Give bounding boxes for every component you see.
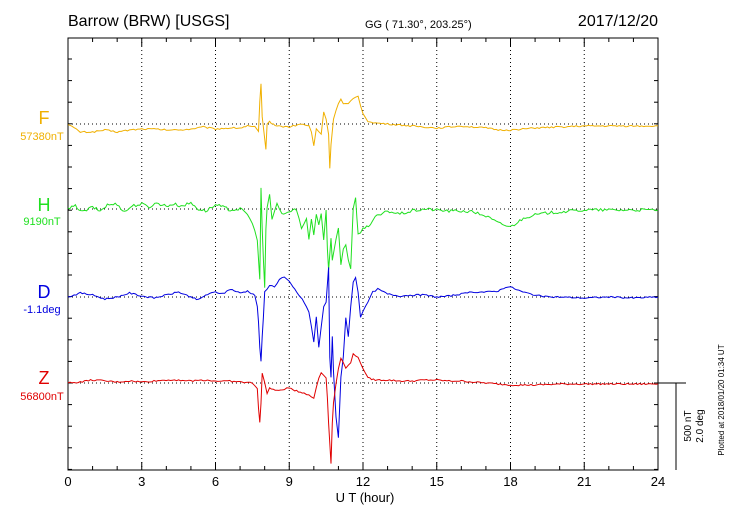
x-tick-label: 3 <box>138 474 145 489</box>
x-tick-label: 18 <box>503 474 517 489</box>
series-name-z: Z <box>39 368 50 388</box>
coordinates-title: GG ( 71.30°, 203.25°) <box>365 19 472 31</box>
grid <box>68 38 658 470</box>
scale-bar: 500 nT 2.0 deg <box>658 382 706 470</box>
x-tick-label: 0 <box>64 474 71 489</box>
series-name-d: D <box>38 282 51 302</box>
scale-label-nt: 500 nT <box>683 410 694 441</box>
series-baseline-h: 9190nT <box>23 216 61 228</box>
scale-label-deg: 2.0 deg <box>695 409 706 442</box>
x-tick-label: 6 <box>212 474 219 489</box>
series-name-f: F <box>39 108 50 128</box>
x-tick-label: 24 <box>651 474 665 489</box>
x-tick-label: 9 <box>286 474 293 489</box>
series-line-z <box>67 352 659 464</box>
axis-ticks <box>67 38 659 470</box>
plot-area <box>67 37 659 471</box>
date-title: 2017/12/20 <box>578 13 658 30</box>
plotted-note: Plotted at 2018/01/20 01:34 UT <box>717 344 726 455</box>
x-tick-labels: 0 3 6 9 12 15 18 21 24 <box>64 474 665 489</box>
series-line-f <box>67 83 659 169</box>
series-layer <box>67 83 659 464</box>
x-tick-label: 15 <box>430 474 444 489</box>
series-line-h <box>67 187 659 288</box>
series-line-d <box>67 267 659 438</box>
station-title: Barrow (BRW) [USGS] <box>68 13 230 30</box>
x-tick-label: 21 <box>577 474 591 489</box>
x-tick-label: 12 <box>356 474 370 489</box>
series-name-h: H <box>38 195 51 215</box>
series-baseline-z: 56800nT <box>20 391 64 403</box>
series-baseline-d: -1.1deg <box>23 304 60 316</box>
series-baseline-f: 57380nT <box>20 131 64 143</box>
x-axis-label: U T (hour) <box>336 490 395 505</box>
